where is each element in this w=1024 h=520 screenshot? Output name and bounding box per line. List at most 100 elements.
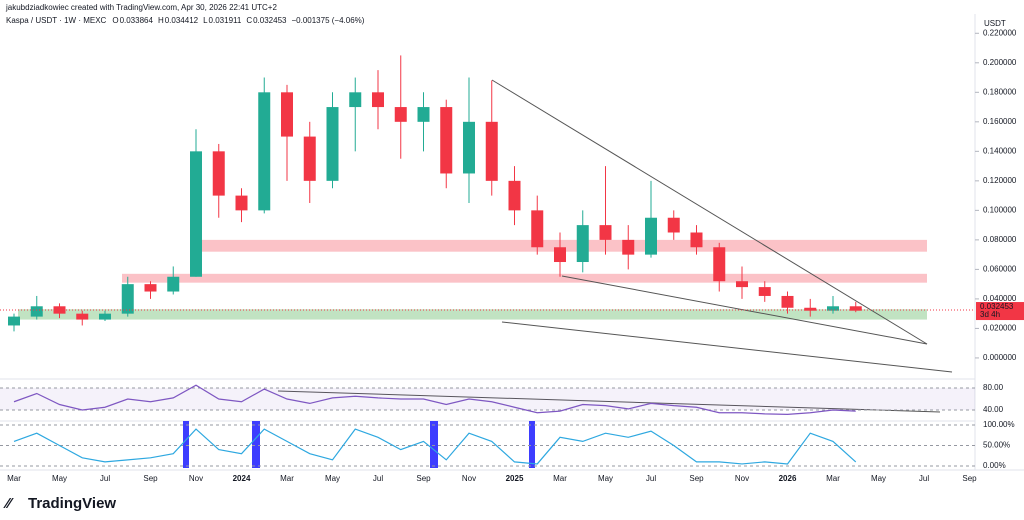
x-tick-label: Sep (416, 474, 431, 483)
candle-body (667, 217, 680, 233)
candle-body (849, 306, 862, 311)
quote-line: Kaspa / USDT · 1W · MEXC O 0.033864 H 0.034… (6, 16, 365, 25)
y-tick-label: 0.040000 (983, 294, 1017, 303)
quote-value: 0.033864 (120, 16, 154, 25)
x-tick-label: Mar (280, 474, 294, 483)
symbol: Kaspa / USDT · 1W · MEXC (6, 16, 107, 25)
x-tick-label: Jul (373, 474, 383, 483)
candle-body (372, 92, 384, 108)
candle-body (121, 284, 134, 314)
candle-body (99, 313, 111, 320)
candle-body (303, 136, 316, 181)
quote-value: 0.031911 (209, 16, 242, 25)
candle-body (212, 151, 225, 196)
zone (190, 239, 927, 252)
trendline (501, 321, 953, 373)
candle-body (417, 107, 430, 122)
candle-body (463, 121, 475, 174)
candle-body (827, 306, 839, 311)
highlight-bar (430, 421, 438, 468)
candle-body (235, 195, 248, 211)
y-tick-label: 0.140000 (983, 146, 1017, 155)
highlight-bar (529, 421, 535, 468)
highlight-bar (252, 421, 260, 468)
y-tick-label: 0.020000 (983, 324, 1017, 333)
candle-body (804, 307, 817, 311)
candle-body (758, 287, 771, 296)
credit: jakubdziadkowiec created with TradingVie… (5, 3, 277, 12)
candle-body (8, 316, 20, 326)
x-tick-label: Jul (919, 474, 929, 483)
x-tick-label: Nov (735, 474, 749, 483)
y-tick-label: 0.000000 (983, 353, 1017, 362)
x-tick-label: Nov (189, 474, 203, 483)
candle-body (167, 276, 180, 292)
quote-label: L (203, 16, 208, 25)
candle-body (485, 121, 498, 181)
y-axis-label: USDT (984, 19, 1006, 28)
trendline (491, 79, 928, 345)
x-tick-label: 2025 (506, 474, 524, 483)
candle-body (576, 225, 589, 263)
x-tick-label: May (52, 474, 67, 483)
candle-body (281, 92, 293, 137)
x-tick-label: Nov (462, 474, 476, 483)
y-tick-label: 40.00 (983, 405, 1004, 414)
candle-body (645, 217, 657, 255)
quote-value: 0.034412 (165, 16, 199, 25)
x-tick-label: Sep (143, 474, 158, 483)
candle-body (781, 295, 794, 308)
candle-body (144, 284, 157, 292)
x-tick-label: Sep (689, 474, 704, 483)
y-tick-label: 0.080000 (983, 235, 1017, 244)
x-tick-label: Jul (646, 474, 656, 483)
zones (18, 239, 927, 320)
y-tick-label: 0.120000 (983, 176, 1017, 185)
zone (122, 273, 927, 283)
candle-body (258, 92, 271, 211)
candle-body (736, 281, 748, 288)
quote-value: 0.032453 (253, 16, 287, 25)
y-tick-label: 80.00 (983, 383, 1004, 392)
candle-body (394, 107, 407, 122)
rsi-band (0, 388, 975, 410)
x-tick-label: Jul (100, 474, 110, 483)
quote-label: C (246, 16, 252, 25)
y-tick-label: 50.00% (983, 441, 1010, 450)
x-tick-label: May (871, 474, 886, 483)
candle-body (53, 306, 66, 314)
candle-body (599, 225, 612, 240)
candle-body (713, 247, 726, 282)
candle-body (622, 239, 635, 255)
countdown: 3d 4h (980, 310, 1000, 319)
x-tick-label: 2024 (233, 474, 251, 483)
x-tick-label: May (598, 474, 613, 483)
candle-body (531, 210, 544, 248)
y-tick-label: 0.060000 (983, 264, 1017, 273)
y-tick-label: 0.100000 (983, 205, 1017, 214)
y-tick-label: 0.200000 (983, 58, 1017, 67)
quote-label: O (112, 16, 118, 25)
y-tick-label: 0.220000 (983, 28, 1017, 37)
x-tick-label: Mar (553, 474, 567, 483)
rsi-line (13, 384, 856, 416)
logo: ⁄⁄ TradingView (3, 495, 116, 512)
x-tick-label: Mar (826, 474, 840, 483)
last-price-box (976, 302, 1024, 321)
candle-body (690, 232, 703, 248)
candle-body (190, 151, 202, 277)
candle-body (30, 306, 43, 317)
candle-body (76, 313, 89, 320)
brand: TradingView (28, 495, 116, 512)
y-tick-label: 0.160000 (983, 117, 1017, 126)
oscillator-line (13, 428, 857, 465)
x-tick-label: 2026 (779, 474, 797, 483)
x-tick-label: Mar (7, 474, 21, 483)
candle-body (349, 92, 362, 108)
logo-icon: ⁄⁄ (3, 495, 15, 512)
highlight-bars (183, 421, 535, 468)
x-tick-label: Sep (962, 474, 977, 483)
candle-body (508, 180, 521, 211)
